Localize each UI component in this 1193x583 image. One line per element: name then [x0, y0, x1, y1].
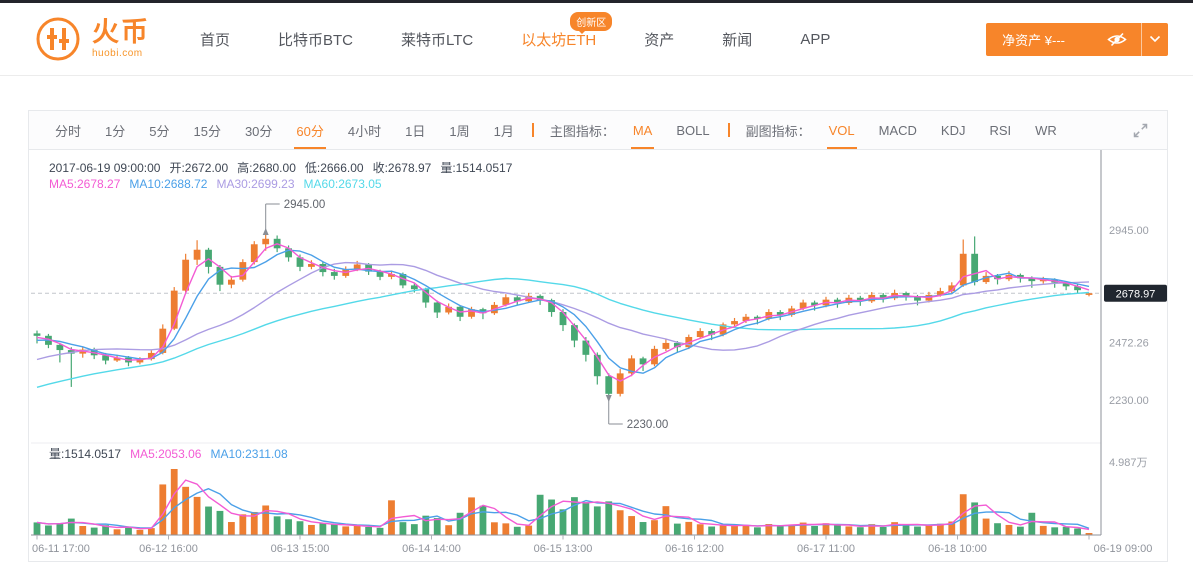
sub-indicator-macd[interactable]: MACD [878, 122, 917, 138]
timeframe-分时[interactable]: 分时 [55, 123, 82, 139]
price-ma-info-line: MA5:2678.27 MA10:2688.72 MA30:2699.23 MA60:… [49, 177, 391, 191]
timeframe-15分[interactable]: 15分 [193, 123, 221, 139]
svg-text:2230.00: 2230.00 [627, 419, 669, 431]
huobi-logo-icon [36, 17, 80, 61]
brand-name: 火币 [92, 17, 150, 47]
timeframe-30分[interactable]: 30分 [244, 123, 273, 139]
candle-datetime: 2017-06-19 09:00:00 [49, 161, 161, 175]
toolbar-divider [727, 123, 730, 137]
main-indicator-ma[interactable]: MA [621, 111, 665, 149]
header: 火币 huobi.com 首页 比特币BTC 莱特币LTC 以太坊ETH 创新区资产 新闻… [0, 3, 1193, 76]
volume-ma-value: MA5:2053.06 [130, 447, 202, 461]
ohlc-field: 低:2666.00 [304, 161, 364, 175]
ohlc-field: 开:2672.00 [169, 161, 229, 175]
price-ma-value: MA60:2673.05 [303, 177, 382, 191]
nav-item-assets[interactable]: 资产 [644, 29, 674, 50]
svg-text:2945.00: 2945.00 [284, 199, 326, 211]
svg-text:06-12 16:00: 06-12 16:00 [139, 543, 198, 555]
sub-indicator-label: 副图指标： [745, 123, 811, 139]
nav-item-ltc[interactable]: 莱特币LTC [401, 29, 473, 50]
ohlc-info-line: 2017-06-19 09:00:00 开:2672.00 高:2680.00 低:2… [49, 159, 521, 176]
svg-text:06-13 15:00: 06-13 15:00 [271, 543, 330, 555]
sub-indicator-wr[interactable]: WR [1035, 122, 1057, 138]
main-nav: 首页 比特币BTC 莱特币LTC 以太坊ETH 创新区资产 新闻 APP [200, 11, 830, 50]
chart-widget: 分时 1分 5分 15分 30分 60分 4小时 1日 1周 1月 主图指标： MA BOLL 副图指标：… [28, 110, 1168, 562]
svg-text:06-19 09:00: 06-19 09:00 [1094, 543, 1153, 555]
price-ma-value: MA5:2678.27 [49, 177, 121, 191]
volume-ma-value: MA10:2311.08 [210, 447, 288, 461]
svg-text:06-16 12:00: 06-16 12:00 [665, 543, 724, 555]
net-asset-button[interactable]: 净资产 ¥--- [986, 22, 1168, 56]
sub-indicator-kdj[interactable]: KDJ [940, 122, 966, 138]
ohlc-field: 高:2680.00 [237, 161, 296, 175]
chart-toolbar: 分时 1分 5分 15分 30分 60分 4小时 1日 1周 1月 主图指标： MA BOLL 副图指标：… [29, 111, 1167, 150]
ohlc-field: 量:1514.0517 [440, 161, 513, 175]
nav-item-news[interactable]: 新闻 [722, 29, 752, 50]
sub-indicator-vol[interactable]: VOL [817, 111, 867, 149]
nav-item-label: 比特币BTC [278, 31, 354, 49]
fullscreen-expand-icon [1133, 123, 1148, 137]
svg-text:06-17 11:00: 06-17 11:00 [797, 543, 855, 555]
main-indicator-label: 主图指标： [549, 123, 615, 139]
nav-item-app[interactable]: APP [800, 31, 830, 48]
svg-text:06-15 13:00: 06-15 13:00 [534, 543, 593, 555]
nav-item-btc[interactable]: 比特币BTC [278, 29, 353, 50]
huobi-logo[interactable]: 火币 huobi.com [34, 15, 150, 63]
timeframe-1分[interactable]: 1分 [105, 123, 126, 139]
fullscreen-button[interactable] [1128, 118, 1153, 143]
innovation-zone-badge: 创新区 [570, 11, 613, 34]
eye-hidden-icon [1107, 32, 1127, 46]
timeframe-4小时[interactable]: 4小时 [347, 123, 382, 139]
toolbar-divider [531, 123, 534, 137]
timeframe-1周[interactable]: 1周 [449, 123, 470, 139]
volume-value: 量:1514.0517 [49, 447, 122, 461]
svg-text:06-11 17:00: 06-11 17:00 [32, 543, 90, 555]
timeframe-1日[interactable]: 1日 [405, 123, 426, 139]
timeframe-1月[interactable]: 1月 [493, 123, 514, 139]
main-indicator-boll[interactable]: BOLL [676, 122, 710, 138]
button-divider [1141, 22, 1142, 56]
volume-info-line: 量:1514.0517 MA5:2053.06 MA10:2311.08 [49, 445, 297, 462]
candlestick-chart[interactable]: 2017-06-19 09:00:00 开:2672.00 高:2680.00 低:2… [29, 150, 1167, 561]
nav-item-label: 新闻 [722, 31, 753, 49]
svg-text:06-14 14:00: 06-14 14:00 [402, 543, 461, 555]
svg-text:2945.00: 2945.00 [1109, 225, 1149, 237]
svg-text:2230.00: 2230.00 [1109, 395, 1149, 407]
price-ma-value: MA30:2699.23 [216, 177, 295, 191]
sub-indicator-rsi[interactable]: RSI [989, 122, 1012, 138]
ohlc-field: 收:2678.97 [372, 161, 432, 175]
nav-item-label: 莱特币LTC [401, 31, 474, 49]
timeframe-60分[interactable]: 60分 [284, 111, 335, 149]
nav-item-label: APP [800, 30, 831, 48]
chart-canvas[interactable]: 06-11 17:00 06-12 16:00 06-13 15:00 06-14 1… [29, 150, 1167, 561]
svg-text:2472.26: 2472.26 [1109, 337, 1149, 349]
svg-text:2678.97: 2678.97 [1116, 288, 1156, 300]
toolbar-tabs: 分时 1分 5分 15分 30分 60分 4小时 1日 1周 1月 主图指标： MA BOLL 副图指标：… [43, 111, 1069, 149]
price-ma-value: MA10:2688.72 [129, 177, 208, 191]
timeframe-5分[interactable]: 5分 [149, 123, 170, 139]
nav-item-eth[interactable]: 以太坊ETH 创新区 [521, 11, 613, 50]
nav-item-home[interactable]: 首页 [200, 29, 230, 50]
brand-domain: huobi.com [92, 48, 143, 59]
svg-text:06-18 10:00: 06-18 10:00 [928, 543, 987, 555]
nav-item-label: 首页 [200, 31, 231, 49]
nav-item-label: 以太坊ETH [521, 31, 597, 49]
chevron-down-icon [1149, 35, 1161, 43]
page-top-strip [0, 0, 1193, 3]
net-asset-label: 净资产 ¥--- [1002, 32, 1065, 48]
svg-text:4.987万: 4.987万 [1109, 457, 1148, 469]
nav-item-label: 资产 [644, 31, 675, 49]
wallet-dropdown-toggle[interactable] [1142, 23, 1168, 56]
